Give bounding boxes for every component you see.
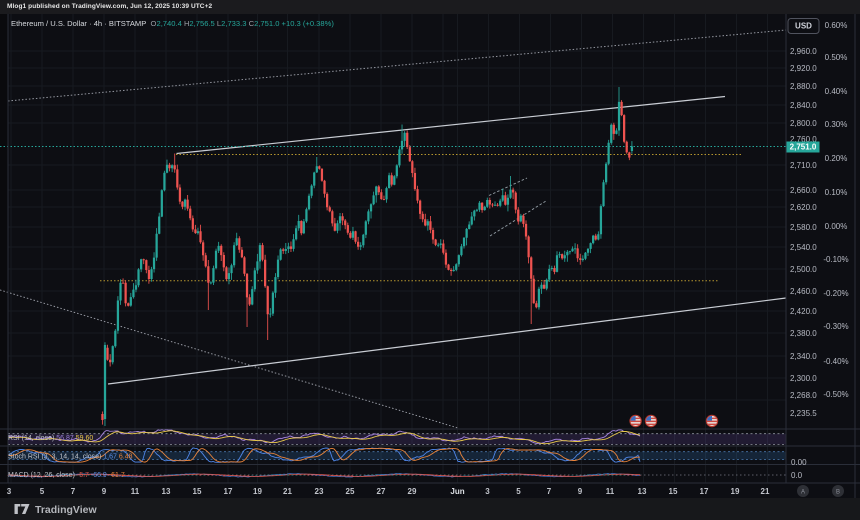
svg-text:MACD (12, 26, close) -5.7 -66.: MACD (12, 26, close) -5.7 -66.9 -61.7 [8,472,125,479]
svg-text:29: 29 [408,487,417,496]
svg-text:2,920.0: 2,920.0 [790,64,817,73]
svg-text:9: 9 [102,487,107,496]
svg-text:2,960.0: 2,960.0 [790,47,817,56]
svg-text:RSI (14, close) 56.87 59.60: RSI (14, close) 56.87 59.60 [8,435,93,442]
svg-text:25: 25 [346,487,355,496]
svg-text:-0.50%: -0.50% [823,390,848,399]
svg-text:19: 19 [731,487,740,496]
svg-text:3: 3 [485,487,490,496]
svg-text:2,380.0: 2,380.0 [790,329,817,338]
svg-text:0.60%: 0.60% [825,21,848,30]
svg-text:2,540.0: 2,540.0 [790,243,817,252]
svg-text:2,751.0: 2,751.0 [790,142,817,151]
svg-text:2,760.0: 2,760.0 [790,135,817,144]
svg-text:17: 17 [700,487,709,496]
svg-text:11: 11 [131,487,140,496]
svg-text:21: 21 [283,487,292,496]
svg-text:2,880.0: 2,880.0 [790,82,817,91]
svg-text:13: 13 [638,487,647,496]
svg-text:B: B [836,490,840,496]
svg-text:7: 7 [71,487,76,496]
svg-text:2,300.0: 2,300.0 [790,374,817,383]
svg-text:A: A [801,490,805,496]
svg-text:0.30%: 0.30% [825,120,848,129]
svg-text:0.50%: 0.50% [825,53,848,62]
svg-text:0.40%: 0.40% [825,87,848,96]
svg-text:0.0: 0.0 [791,471,803,480]
svg-text:15: 15 [669,487,678,496]
svg-text:2,800.0: 2,800.0 [790,119,817,128]
svg-text:2,710.0: 2,710.0 [790,161,817,170]
svg-text:Stoch RSI (3, 3, 14, 14, close: Stoch RSI (3, 3, 14, 14, close) 1.67 6.4… [8,454,133,461]
svg-text:-0.20%: -0.20% [823,289,848,298]
svg-text:USD: USD [795,22,812,31]
svg-text:3: 3 [7,487,12,496]
svg-text:13: 13 [162,487,171,496]
svg-text:2,500.0: 2,500.0 [790,265,817,274]
svg-text:2,660.0: 2,660.0 [790,186,817,195]
svg-text:-0.30%: -0.30% [823,322,848,331]
svg-text:2,420.0: 2,420.0 [790,307,817,316]
svg-text:0.10%: 0.10% [825,188,848,197]
svg-text:2,340.0: 2,340.0 [790,352,817,361]
svg-text:0.20%: 0.20% [825,154,848,163]
svg-text:5: 5 [516,487,521,496]
svg-text:-0.10%: -0.10% [823,255,848,264]
svg-text:11: 11 [606,487,615,496]
svg-text:2,268.0: 2,268.0 [790,391,817,400]
svg-text:2,840.0: 2,840.0 [790,101,817,110]
svg-text:23: 23 [315,487,324,496]
svg-text:2,460.0: 2,460.0 [790,287,817,296]
svg-text:15: 15 [193,487,202,496]
svg-text:7: 7 [547,487,552,496]
svg-text:5: 5 [40,487,45,496]
svg-text:2,580.0: 2,580.0 [790,223,817,232]
svg-text:27: 27 [377,487,386,496]
svg-text:2,235.5: 2,235.5 [790,409,817,418]
svg-text:Jun: Jun [450,487,464,496]
svg-text:0.00: 0.00 [791,458,807,467]
svg-text:-0.40%: -0.40% [823,357,848,366]
svg-text:19: 19 [253,487,262,496]
svg-text:21: 21 [761,487,770,496]
svg-text:0.00%: 0.00% [825,222,848,231]
svg-text:17: 17 [224,487,233,496]
svg-text:2,620.0: 2,620.0 [790,203,817,212]
svg-text:9: 9 [578,487,583,496]
